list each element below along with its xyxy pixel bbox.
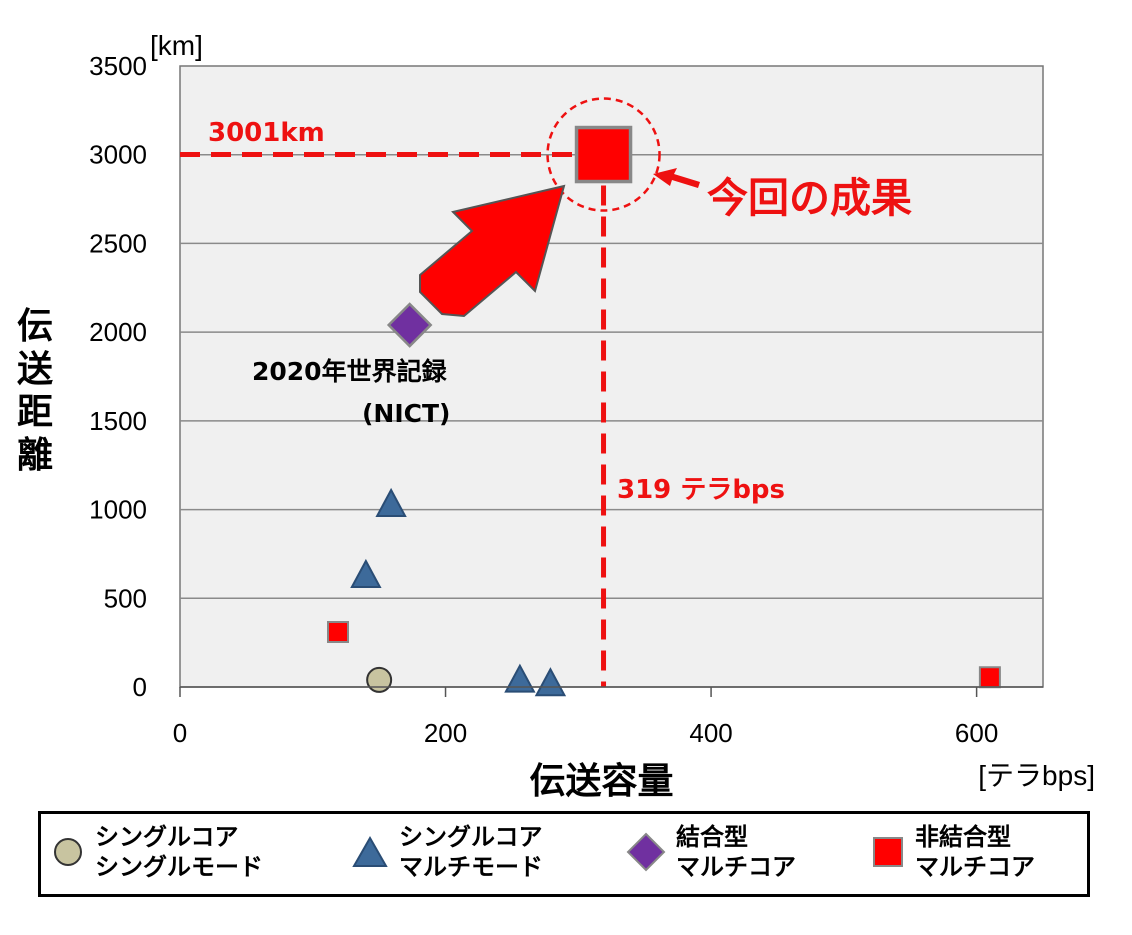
result-annotation: 今回の成果 xyxy=(707,174,912,222)
legend-item-coupled-multi-core: 結合型 マルチコア xyxy=(626,822,796,882)
record-annotation-line2: (NICT) xyxy=(362,399,450,428)
data-point-square xyxy=(978,666,1001,689)
legend-item-uncoupled-multi-core: 非結合型 マルチコア xyxy=(871,822,1035,882)
y-tick-label: 2500 xyxy=(89,228,147,258)
y-tick-label: 3000 xyxy=(89,140,147,170)
legend-label-line2: マルチモード xyxy=(399,853,543,881)
y-tick-label: 500 xyxy=(104,583,147,613)
data-point-square xyxy=(326,620,349,643)
y-tick-label: 2000 xyxy=(89,317,147,347)
data-point-triangle xyxy=(504,663,536,693)
legend-label-line2: マルチコア xyxy=(915,853,1035,881)
data-point-triangle xyxy=(350,558,382,588)
x-tick-label: 400 xyxy=(689,718,732,748)
data-point-triangle xyxy=(375,487,407,518)
data-point-circle xyxy=(366,666,393,693)
y-tick-label: 1000 xyxy=(89,495,147,525)
y-tick-label: 3500 xyxy=(89,51,147,81)
square-marker-icon xyxy=(873,837,903,867)
record-annotation-line1: 2020年世界記録 xyxy=(252,357,448,386)
data-point-square-highlight xyxy=(574,125,633,184)
legend-item-single-core-multi-mode: シングルコア マルチモード xyxy=(351,822,543,882)
data-point-triangle xyxy=(534,667,567,697)
distance-annotation: 3001km xyxy=(208,118,325,148)
legend-label-line2: マルチコア xyxy=(676,853,796,881)
legend-label-line1: 非結合型 xyxy=(915,823,1011,851)
x-axis-title: 伝送容量 xyxy=(529,761,673,802)
data-point-diamond xyxy=(386,302,433,348)
y-axis-title: 伝送距離 xyxy=(17,306,53,476)
diamond-marker-icon xyxy=(626,832,666,872)
highlight-ring xyxy=(546,97,661,212)
y-tick-label: 0 xyxy=(133,672,147,702)
capacity-annotation: 319 テラbps xyxy=(617,475,785,505)
result-pointer-arrow xyxy=(653,168,700,188)
y-unit-label: [km] xyxy=(150,30,203,61)
legend-label-line1: 結合型 xyxy=(676,823,748,851)
x-tick-label: 600 xyxy=(955,718,998,748)
x-tick-label: 0 xyxy=(173,718,187,748)
legend-label-line1: シングルコア xyxy=(95,823,239,851)
circle-marker-icon xyxy=(54,838,82,866)
legend-label-line2: シングルモード xyxy=(95,853,263,881)
progress-arrow xyxy=(419,184,566,318)
legend-item-single-core-single-mode: シングルコア シングルモード xyxy=(51,822,263,882)
x-unit-label: [テラbps] xyxy=(978,760,1095,791)
x-tick-label: 200 xyxy=(424,718,467,748)
chart: 3001km 319 テラbps 今回の成果 2020年世界記録 (NICT) 0 500… xyxy=(17,30,1095,802)
triangle-marker-icon xyxy=(352,835,388,867)
legend: シングルコア シングルモード シングルコア マルチモード 結合型 マルチコア 非… xyxy=(38,811,1090,897)
y-tick-label: 1500 xyxy=(89,406,147,436)
legend-label-line1: シングルコア xyxy=(399,823,543,851)
